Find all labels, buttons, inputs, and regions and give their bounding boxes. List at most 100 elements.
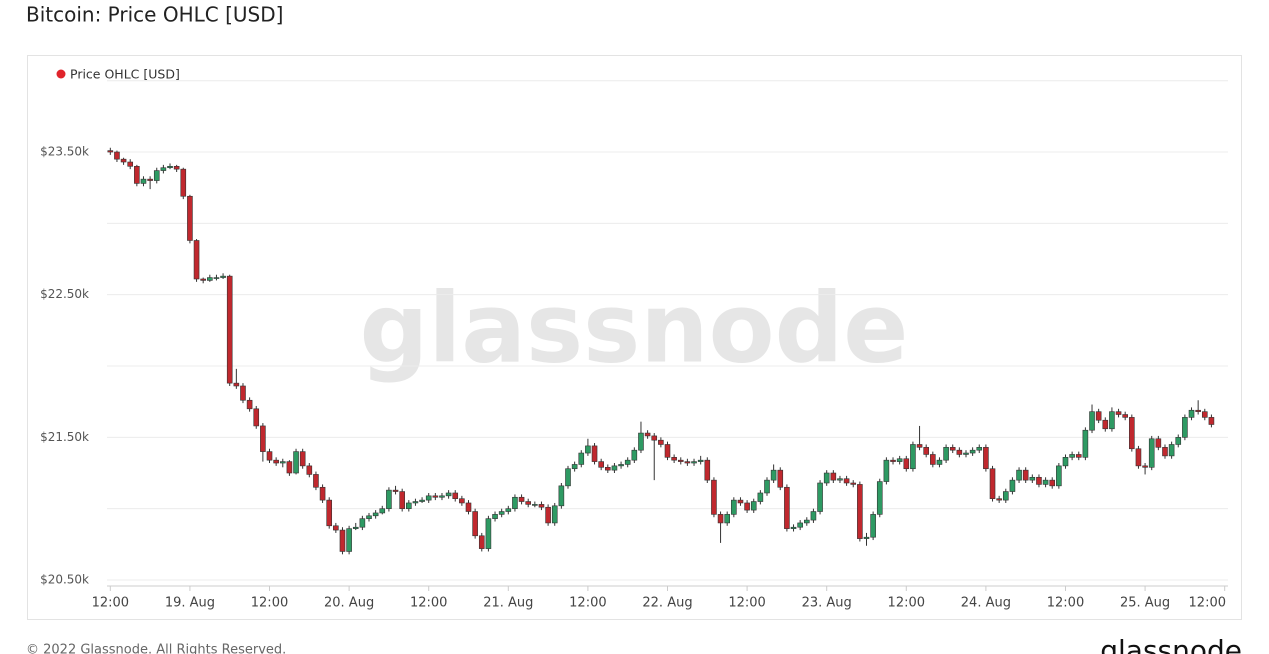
- candle-body: [790, 526, 797, 529]
- candle-body: [485, 518, 492, 549]
- candle-body: [120, 158, 127, 163]
- candle-body: [226, 275, 233, 384]
- candle-body: [910, 444, 916, 470]
- candle-body: [167, 165, 173, 169]
- candle-body: [585, 445, 591, 454]
- candle-body: [823, 472, 830, 484]
- chart-title: Bitcoin: Price OHLC [USD]: [26, 3, 283, 27]
- x-tick-label: 25. Aug: [1120, 596, 1170, 611]
- candle-body: [578, 452, 585, 465]
- x-tick-label: 20. Aug: [324, 596, 374, 611]
- x-tick-label: 24. Aug: [961, 596, 1011, 611]
- candle-body: [1122, 414, 1128, 418]
- candle-body: [757, 492, 764, 502]
- candle-body: [419, 499, 425, 502]
- candle-body: [134, 165, 140, 184]
- x-tick-label: 12:00: [888, 596, 925, 611]
- candle-body: [346, 528, 352, 552]
- candle-body: [598, 461, 604, 468]
- candle-body: [565, 468, 571, 487]
- candle-body: [173, 165, 180, 170]
- candle-body: [386, 489, 392, 509]
- x-tick-label: 12:00: [1047, 596, 1084, 611]
- candle-body: [452, 492, 459, 499]
- candle-body: [903, 458, 910, 470]
- candle-body: [326, 499, 333, 527]
- candle-body: [631, 449, 638, 461]
- candle-body: [406, 502, 412, 509]
- candle-body: [498, 511, 505, 515]
- candle-body: [538, 504, 545, 508]
- candle-body: [1182, 417, 1188, 438]
- candle-body: [770, 469, 777, 481]
- candle-body: [1115, 411, 1122, 415]
- y-tick-label: $20.50k: [40, 573, 89, 587]
- candle-body: [359, 518, 366, 528]
- candle-body: [478, 535, 485, 549]
- candle-body: [1042, 479, 1049, 485]
- candle-body: [890, 459, 896, 462]
- candle-body: [492, 514, 498, 519]
- candle-body: [266, 451, 273, 461]
- candle-body: [810, 511, 817, 521]
- x-tick-label: 23. Aug: [802, 596, 852, 611]
- candle-body: [1016, 469, 1022, 481]
- candle-body: [737, 499, 744, 504]
- candle-body: [1142, 465, 1148, 468]
- candle-body: [750, 501, 757, 511]
- candle-body: [273, 459, 279, 464]
- candle-body: [611, 465, 618, 471]
- candle-body: [399, 491, 405, 509]
- candle-body: [1069, 454, 1075, 458]
- candle-body: [260, 425, 266, 452]
- candle-body: [425, 495, 432, 501]
- candle-body: [936, 459, 943, 465]
- candle-body: [140, 178, 147, 184]
- candle-body: [571, 464, 578, 470]
- legend-swatch: [56, 69, 66, 79]
- candle-body: [830, 472, 837, 481]
- y-tick-label: $22.50k: [40, 287, 89, 301]
- candle-body: [465, 502, 472, 512]
- candle-body: [246, 399, 253, 410]
- chart-frame: [27, 55, 1242, 620]
- legend-label[interactable]: Price OHLC [USD]: [70, 67, 180, 82]
- candle-body: [558, 485, 565, 507]
- candle-body: [605, 467, 611, 471]
- candle-body: [704, 459, 711, 481]
- candle-body: [850, 482, 857, 485]
- candle-body: [591, 445, 598, 462]
- candle-body: [1188, 409, 1195, 418]
- x-tick-label: 19. Aug: [165, 596, 215, 611]
- candle-body: [797, 522, 803, 528]
- candle-body: [286, 461, 293, 474]
- candle-body: [200, 278, 206, 281]
- candle-body: [664, 444, 671, 458]
- candle-body: [943, 447, 949, 461]
- candle-body: [969, 449, 976, 454]
- candle-body: [863, 536, 870, 539]
- candle-body: [545, 506, 551, 524]
- watermark: glassnode: [360, 272, 909, 384]
- candle-body: [644, 432, 651, 437]
- logo: glassnode: [1100, 634, 1242, 654]
- candle-body: [777, 469, 784, 488]
- candle-body: [996, 498, 1002, 501]
- candle-body: [551, 505, 558, 524]
- candle-body: [472, 511, 478, 537]
- candle-body: [843, 478, 850, 484]
- candle-body: [697, 459, 704, 462]
- candle-body: [744, 502, 750, 511]
- candle-body: [1022, 469, 1029, 481]
- candle-body: [677, 459, 684, 462]
- candle-body: [1148, 438, 1155, 468]
- candle-body: [638, 432, 644, 451]
- candle-body: [857, 484, 863, 539]
- candle-body: [817, 482, 823, 512]
- candle-body: [671, 457, 677, 461]
- candle-body: [1195, 409, 1201, 412]
- candle-body: [1168, 444, 1175, 457]
- x-tick-label: 12:00: [92, 596, 129, 611]
- candle-body: [1162, 447, 1168, 457]
